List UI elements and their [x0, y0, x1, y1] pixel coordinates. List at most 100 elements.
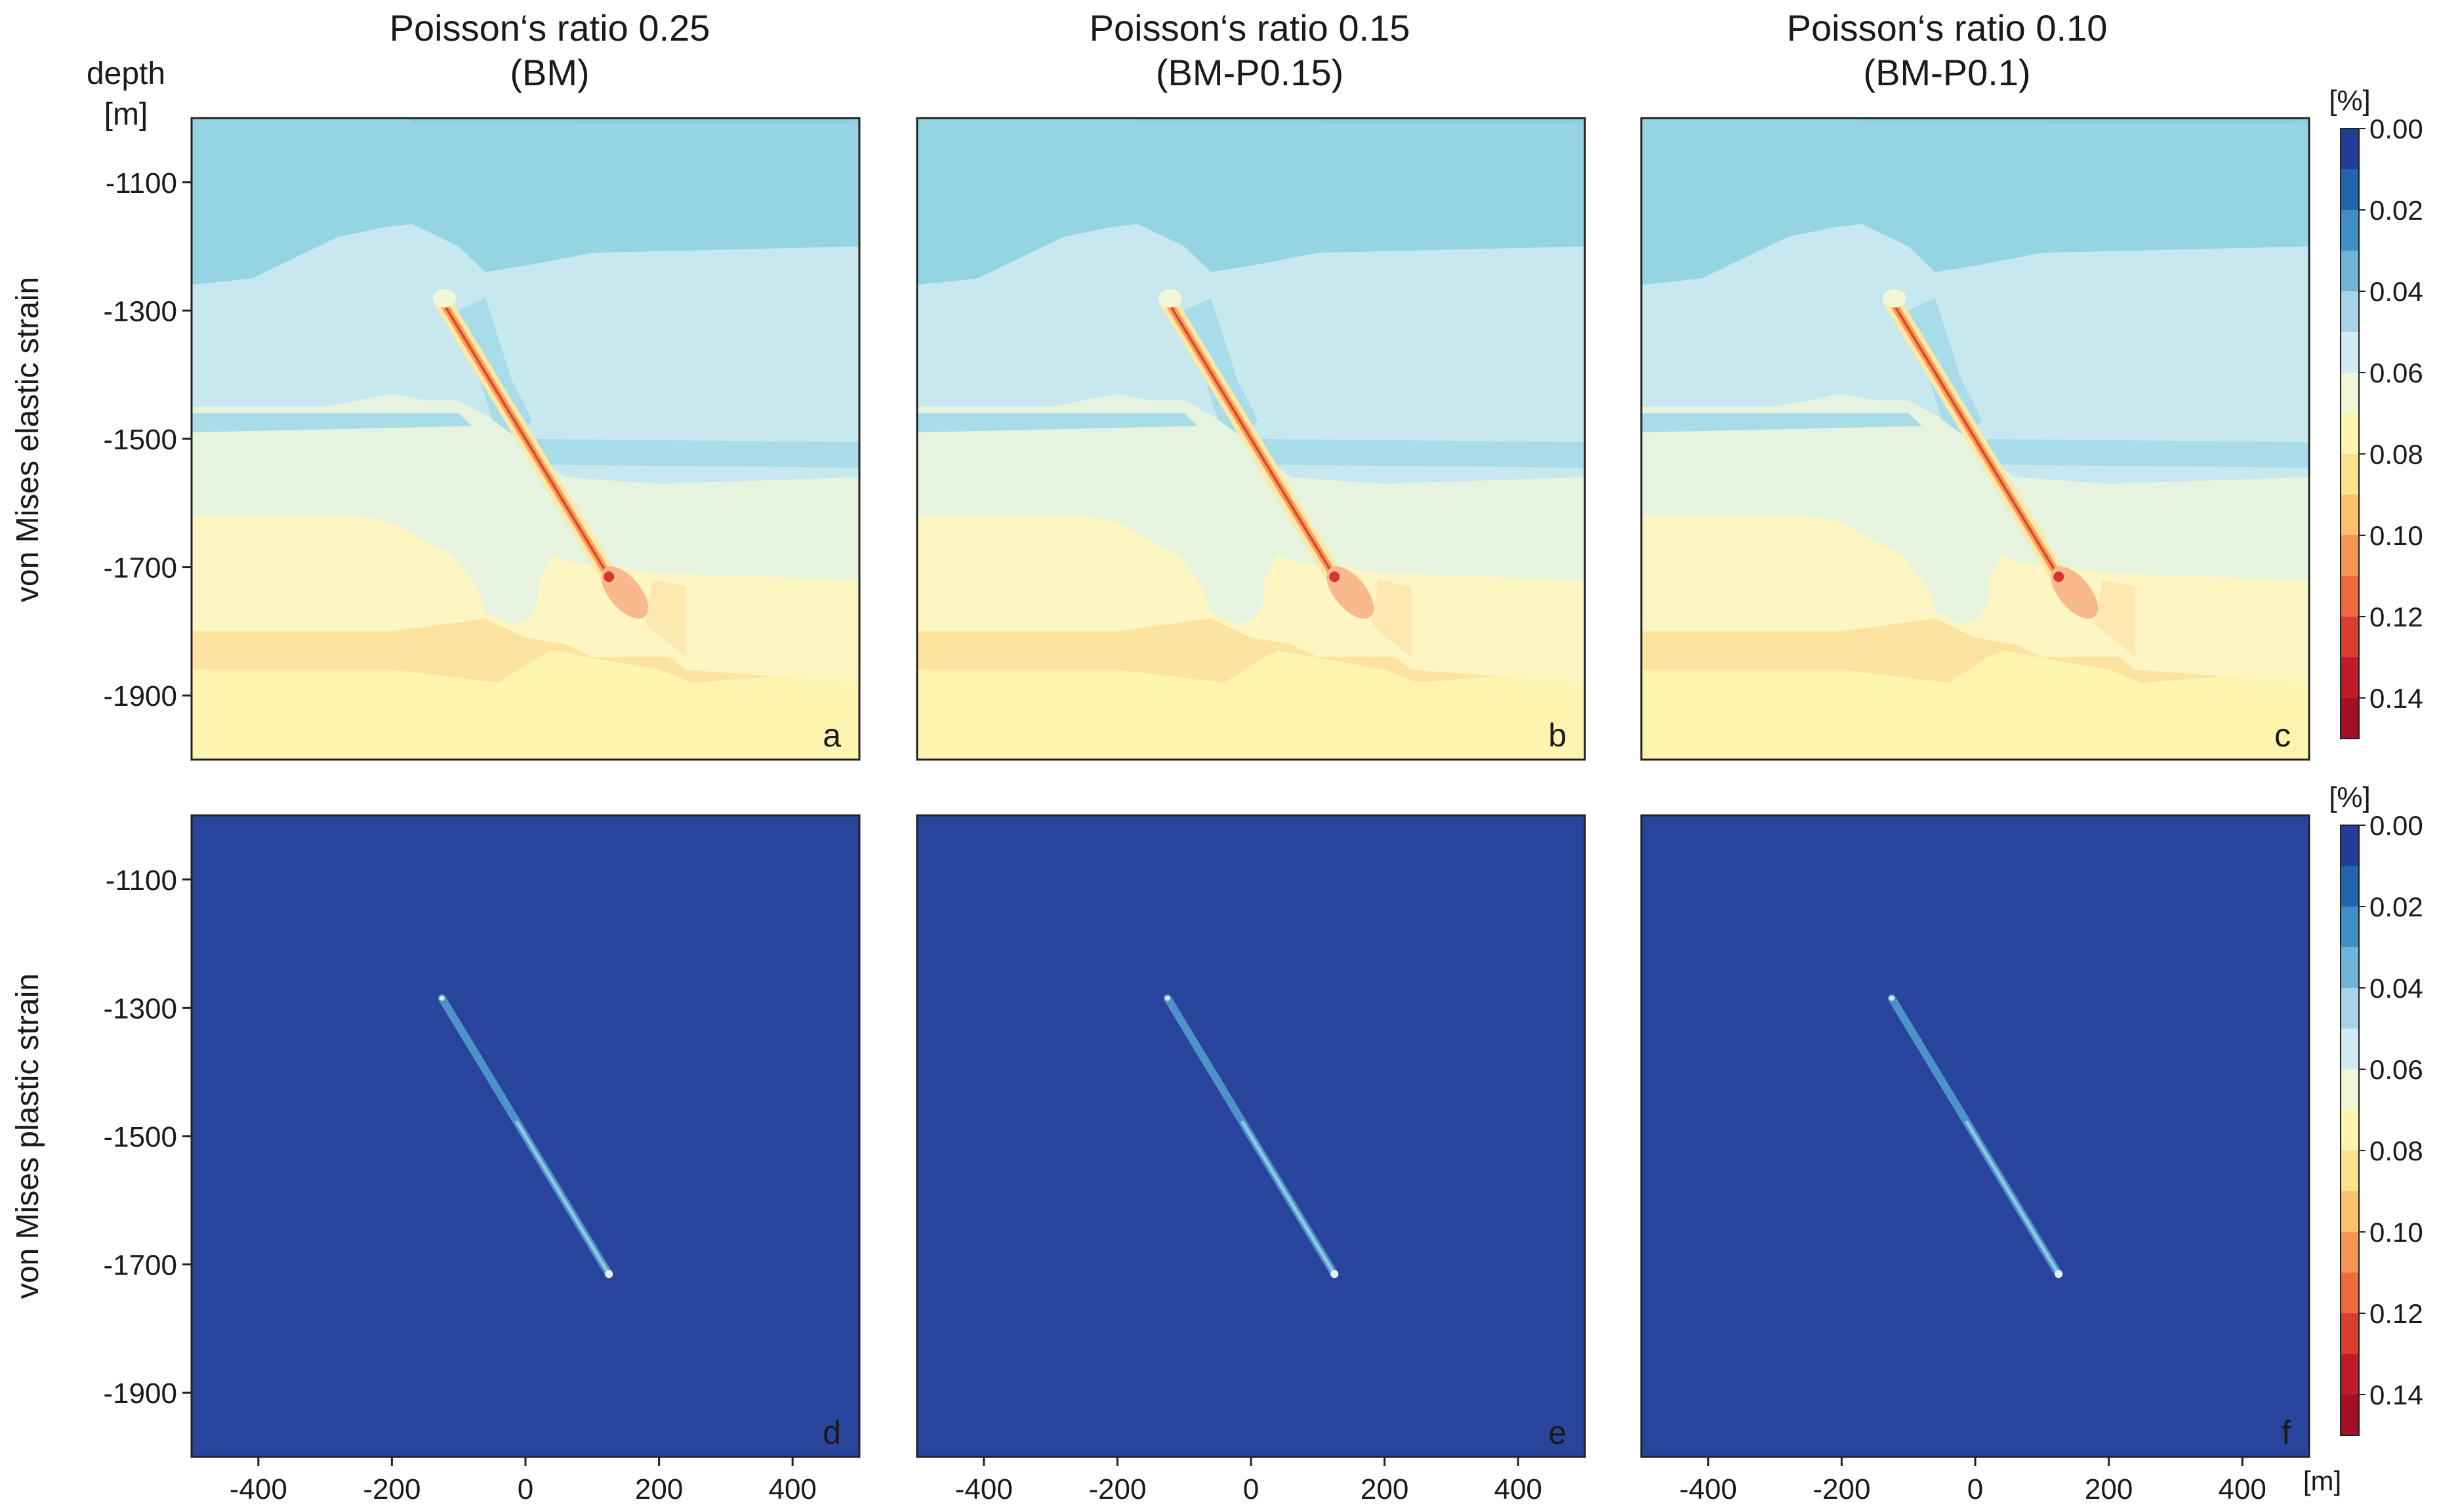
- x-tick-label: 200: [635, 1473, 683, 1505]
- column-title-0-line2: (BM): [510, 52, 589, 93]
- colorbar-segment: [2341, 1273, 2359, 1314]
- panel-letter: f: [2282, 1414, 2291, 1451]
- colorbar-tick-label: 0.08: [2369, 439, 2423, 470]
- plastic-fault-tip: [1330, 1270, 1339, 1278]
- colorbar-segment: [2341, 866, 2359, 907]
- colorbar-segment: [2341, 1029, 2359, 1070]
- colorbar-segment: [2341, 988, 2359, 1029]
- colorbar-tick-label: 0.14: [2369, 1379, 2423, 1410]
- panel-e: e: [916, 814, 1586, 1458]
- fault-core: [440, 299, 611, 579]
- colorbar-segment: [2341, 373, 2359, 414]
- colorbar-segment: [2341, 825, 2359, 867]
- column-title-1-line2: (BM-P0.15): [1156, 52, 1343, 93]
- y-tick-label: -1300: [103, 295, 177, 327]
- colorbar-frame: [2340, 128, 2360, 739]
- colorbars: [%]0.000.020.040.060.080.100.120.14[%]0.…: [2329, 85, 2423, 1436]
- colorbar-segment: [2341, 1395, 2359, 1436]
- x-tick-label: 400: [768, 1473, 816, 1505]
- row-label-plastic: von Mises plastic strain: [10, 973, 45, 1299]
- colorbar-segment: [2341, 495, 2359, 536]
- y-tick-label: -1700: [103, 552, 177, 584]
- colorbar-unit: [%]: [2329, 781, 2371, 813]
- column-title-2-line1: Poisson‘s ratio 0.10: [1787, 7, 2108, 49]
- colorbar-segment: [2341, 251, 2359, 292]
- panel-c: c: [1640, 117, 2310, 761]
- colorbar-tick-label: 0.02: [2369, 195, 2423, 226]
- colorbar-unit: [%]: [2329, 85, 2371, 117]
- y-tick-label: -1500: [103, 1121, 177, 1153]
- panel-letter: c: [2274, 717, 2291, 754]
- x-tick-label: -200: [1088, 1473, 1146, 1505]
- colorbar-segment: [2341, 657, 2359, 699]
- panel-f: f: [1640, 814, 2310, 1458]
- colorbar-segment: [2341, 1354, 2359, 1395]
- plastic-fault-tip: [605, 1270, 613, 1278]
- column-titles: Poisson‘s ratio 0.25 (BM) Poisson‘s rati…: [390, 7, 2108, 93]
- x-tick-label: -400: [230, 1473, 287, 1505]
- column-title-1-line1: Poisson‘s ratio 0.15: [1090, 7, 1410, 49]
- colorbar-segment: [2341, 698, 2359, 739]
- colorbar-tick-label: 0.08: [2369, 1135, 2423, 1166]
- colorbar-segment: [2341, 617, 2359, 658]
- panel-frame: [1640, 117, 2310, 761]
- y-tick-label: -1100: [106, 865, 177, 897]
- fault-tip-peak: [1329, 571, 1340, 582]
- panel-letter: a: [823, 717, 841, 754]
- plastic-fault-top: [439, 995, 445, 1001]
- colorbar-segment: [2341, 413, 2359, 455]
- plastic-fault-tip: [2055, 1270, 2063, 1278]
- colorbar-segment: [2341, 1151, 2359, 1192]
- x-tick-label: 400: [1494, 1473, 1542, 1505]
- colorbar-segment: [2341, 1313, 2359, 1355]
- colorbar-segment: [2341, 129, 2359, 170]
- colorbar-tick-label: 0.04: [2369, 973, 2423, 1004]
- colorbar-segment: [2341, 291, 2359, 333]
- colorbar-tick-label: 0.00: [2369, 810, 2423, 841]
- colorbar-tick-label: 0.10: [2369, 520, 2423, 551]
- fault-tip-peak: [2053, 571, 2064, 582]
- panel-b: b: [916, 117, 1586, 761]
- colorbar-segment: [2341, 1069, 2359, 1111]
- colorbar-segment: [2341, 169, 2359, 211]
- x-tick-label: 0: [518, 1473, 533, 1505]
- x-tick-label: -400: [1679, 1473, 1737, 1505]
- y-tick-label: -1700: [103, 1250, 177, 1282]
- panel-letter: b: [1548, 717, 1567, 754]
- y-axes: -1100 -1300 -1500 -1700 -1900 -1100 -1300 -1500…: [103, 167, 192, 1410]
- fault-core: [1890, 299, 2060, 579]
- y-tick-label: -1500: [103, 424, 177, 456]
- colorbar-tick-label: 0.06: [2369, 1054, 2423, 1085]
- y-tick-label: -1900: [103, 680, 177, 712]
- plastic-fault-top: [1889, 995, 1895, 1001]
- fault-tip-top: [1158, 289, 1182, 308]
- colorbar-tick-label: 0.04: [2369, 276, 2423, 307]
- colorbar-segment: [2341, 1232, 2359, 1273]
- colorbar-elastic: [%]0.00 0.02 0.04 0.06 0.08 0.10 0.12 0.14: [2329, 85, 2423, 739]
- y-tick-label: -1300: [103, 992, 177, 1025]
- colorbar-segment: [2341, 947, 2359, 989]
- x-tick-label: 200: [2085, 1473, 2133, 1505]
- fault-tip-peak: [604, 571, 615, 582]
- panel-d: d: [190, 814, 861, 1458]
- panels: a b c d e f: [190, 117, 2310, 1458]
- x-tick-label: 400: [2218, 1473, 2266, 1505]
- row-label-elastic: von Mises elastic strain: [10, 277, 45, 602]
- depth-label: depth: [87, 56, 165, 91]
- colorbar-tick-label: 0.10: [2369, 1217, 2423, 1248]
- panel-letter: d: [823, 1414, 841, 1451]
- panel-a: a: [190, 117, 861, 761]
- fault-tip-top: [1882, 289, 1906, 308]
- colorbar-segment: [2341, 210, 2359, 251]
- y-tick-label: -1100: [106, 167, 177, 199]
- x-tick-label: -200: [1813, 1473, 1870, 1505]
- colorbar-tick-label: 0.00: [2369, 113, 2423, 144]
- colorbar-segment: [2341, 1110, 2359, 1151]
- x-tick-label: -400: [955, 1473, 1013, 1505]
- x-tick-label: 200: [1361, 1473, 1408, 1505]
- x-axes: -400 -200 0 200 400 -400 -200 0 200 400 -400 -200 0 2…: [230, 1457, 2266, 1505]
- x-tick-label: 0: [1243, 1473, 1259, 1505]
- colorbar-segment: [2341, 454, 2359, 495]
- colorbar-segment: [2341, 907, 2359, 948]
